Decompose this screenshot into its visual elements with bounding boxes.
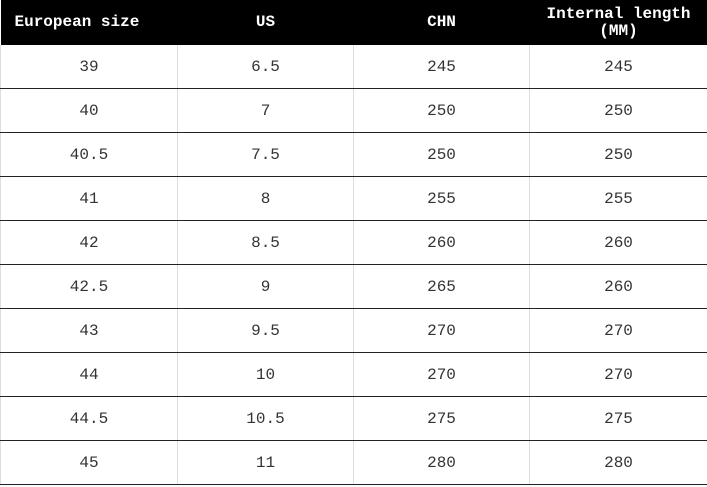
table-cell: 8: [177, 176, 354, 221]
table-cell: 40: [0, 88, 178, 133]
table-cell: 44.5: [0, 396, 178, 441]
table-cell: 7: [177, 88, 354, 133]
table-cell: 41: [0, 176, 178, 221]
table-cell: 260: [529, 220, 707, 265]
table-cell: 245: [353, 45, 530, 89]
table-cell: 250: [353, 132, 530, 177]
table-cell: 250: [529, 88, 707, 133]
table-header: European size US CHN Internal length (MM): [0, 0, 707, 45]
table-row: 44.5 10.5 275 275: [0, 396, 707, 441]
table-row: 44 10 270 270: [0, 352, 707, 397]
table-row: 41 8 255 255: [0, 176, 707, 221]
table-cell: 42: [0, 220, 178, 265]
table-cell: 11: [177, 440, 354, 485]
table-cell: 275: [353, 396, 530, 441]
table-body: 39 6.5 245 245 40 7 250 250 40.5 7.5 250 250 41 8 255 2…: [0, 45, 707, 485]
table-row: 40 7 250 250: [0, 88, 707, 133]
table-cell: 7.5: [177, 132, 354, 177]
table-cell: 280: [529, 440, 707, 485]
table-cell: 260: [353, 220, 530, 265]
table-row: 39 6.5 245 245: [0, 45, 707, 89]
table-cell: 40.5: [0, 132, 178, 177]
table-cell: 260: [529, 264, 707, 309]
table-cell: 10: [177, 352, 354, 397]
table-cell: 42.5: [0, 264, 178, 309]
table-cell: 270: [353, 352, 530, 397]
table-cell: 275: [529, 396, 707, 441]
table-cell: 44: [0, 352, 178, 397]
table-row: 42.5 9 265 260: [0, 264, 707, 309]
table-cell: 280: [353, 440, 530, 485]
table-cell: 9.5: [177, 308, 354, 353]
table-cell: 255: [353, 176, 530, 221]
table-row: 40.5 7.5 250 250: [0, 132, 707, 177]
table-cell: 270: [529, 352, 707, 397]
table-row: 42 8.5 260 260: [0, 220, 707, 265]
table-cell: 255: [529, 176, 707, 221]
table-cell: 270: [529, 308, 707, 353]
header-cell: Internal length (MM): [529, 0, 707, 45]
table-row: 45 11 280 280: [0, 440, 707, 485]
table-cell: 45: [0, 440, 178, 485]
table-cell: 265: [353, 264, 530, 309]
table-cell: 245: [529, 45, 707, 89]
table-cell: 43: [0, 308, 178, 353]
header-cell: CHN: [353, 0, 530, 45]
table-row: 43 9.5 270 270: [0, 308, 707, 353]
table-cell: 8.5: [177, 220, 354, 265]
header-row: European size US CHN Internal length (MM): [0, 0, 707, 45]
table-cell: 10.5: [177, 396, 354, 441]
table-cell: 250: [529, 132, 707, 177]
table-cell: 270: [353, 308, 530, 353]
table-cell: 6.5: [177, 45, 354, 89]
table-cell: 9: [177, 264, 354, 309]
header-cell: US: [177, 0, 354, 45]
header-cell: European size: [0, 0, 178, 45]
table-cell: 39: [0, 45, 178, 89]
table-cell: 250: [353, 88, 530, 133]
